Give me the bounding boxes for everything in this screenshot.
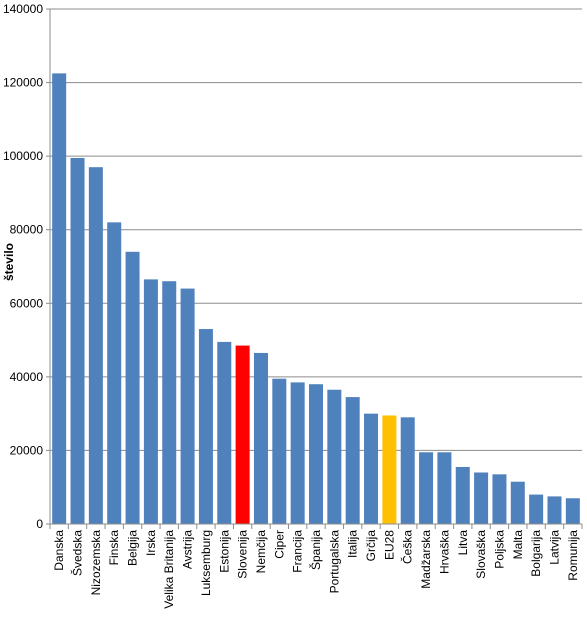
bar-portugalska xyxy=(327,389,342,524)
bars xyxy=(52,73,580,525)
bar-slovenija xyxy=(235,345,250,524)
y-tick-label: 0 xyxy=(36,517,43,531)
bar-bolgarija xyxy=(529,494,544,524)
x-tick-label: Luksemburg xyxy=(199,530,213,596)
bar-nemčija xyxy=(253,352,268,524)
x-tick-labels: Danska Švedska Nizozemska Finska Belgija Irsk… xyxy=(52,530,580,609)
bar-francija xyxy=(290,382,305,525)
x-tick-label: Španija xyxy=(308,530,323,570)
y-axis-title: število xyxy=(2,243,16,281)
x-tick-label: EU28 xyxy=(382,530,396,560)
bar-poljska xyxy=(492,474,507,524)
bar-danska xyxy=(52,73,67,525)
x-tick-label: Avstrija xyxy=(181,530,195,569)
bar-nizozemska xyxy=(88,167,103,524)
x-tick-label: Slovenija xyxy=(236,530,250,579)
x-tick-label: Bolgarija xyxy=(529,530,543,577)
bar-španija xyxy=(309,384,323,524)
bar-švedska xyxy=(70,157,85,525)
x-tick-label: Malta xyxy=(511,530,525,560)
x-tick-label: Francija xyxy=(291,530,305,573)
x-tick-label: Estonija xyxy=(217,530,231,573)
y-tick-label: 100000 xyxy=(3,149,43,163)
y-tick-label: 120000 xyxy=(3,76,43,90)
x-tick-label: Belgija xyxy=(126,530,140,566)
axes xyxy=(46,8,583,529)
y-tick-label: 80000 xyxy=(10,223,44,237)
y-tick-labels: 0 20000 40000 60000 80000 100000 120000 140000 xyxy=(3,2,43,531)
x-tick-label: Romunija xyxy=(566,530,580,581)
x-tick-label: Grčija xyxy=(364,530,378,562)
bar-romunija xyxy=(565,498,580,524)
bar-irska xyxy=(143,279,158,525)
bar-italija xyxy=(345,397,360,524)
x-tick-label: Latvija xyxy=(547,530,561,565)
bar-latvija xyxy=(547,496,562,524)
bar-litva xyxy=(455,466,470,524)
x-tick-label: Slovaška xyxy=(474,530,488,579)
bar-luksemburg xyxy=(198,329,213,524)
bar-grčija xyxy=(364,413,379,524)
x-tick-label: Češka xyxy=(400,530,415,564)
bar-velika-britanija xyxy=(162,281,177,524)
x-tick-label: Velika Britanija xyxy=(162,530,176,609)
x-tick-label: Irska xyxy=(144,530,158,556)
x-tick-label: Portugalska xyxy=(327,530,341,594)
x-tick-label: Finska xyxy=(107,530,121,566)
bar-slovaška xyxy=(474,472,489,524)
bar-avstrija xyxy=(180,288,195,524)
bar-belgija xyxy=(125,251,140,525)
x-tick-label: Ciper xyxy=(272,530,286,559)
y-tick-label: 40000 xyxy=(10,370,44,384)
x-tick-label: Madžarska xyxy=(419,530,433,589)
x-tick-label: Danska xyxy=(52,530,66,571)
bar-hrvaška xyxy=(437,452,452,524)
x-tick-label: Nemčija xyxy=(254,530,268,574)
x-tick-label: Poljska xyxy=(492,530,506,569)
x-tick-label: Nizozemska xyxy=(89,530,103,596)
bar-estonija xyxy=(217,341,232,524)
bar-eu28 xyxy=(382,415,397,524)
bar-češka xyxy=(400,417,415,524)
x-tick-label: Hrvaška xyxy=(437,530,451,574)
bar-finska xyxy=(107,222,122,525)
x-tick-label: Švedska xyxy=(70,530,85,576)
bar-malta xyxy=(510,481,525,524)
x-tick-label: Litva xyxy=(456,530,470,556)
y-tick-label: 140000 xyxy=(3,2,43,16)
y-tick-label: 60000 xyxy=(10,296,44,310)
bar-madžarska xyxy=(419,452,434,524)
y-tick-label: 20000 xyxy=(10,443,44,457)
x-tick-label: Italija xyxy=(346,530,360,558)
bar-ciper xyxy=(272,378,287,524)
